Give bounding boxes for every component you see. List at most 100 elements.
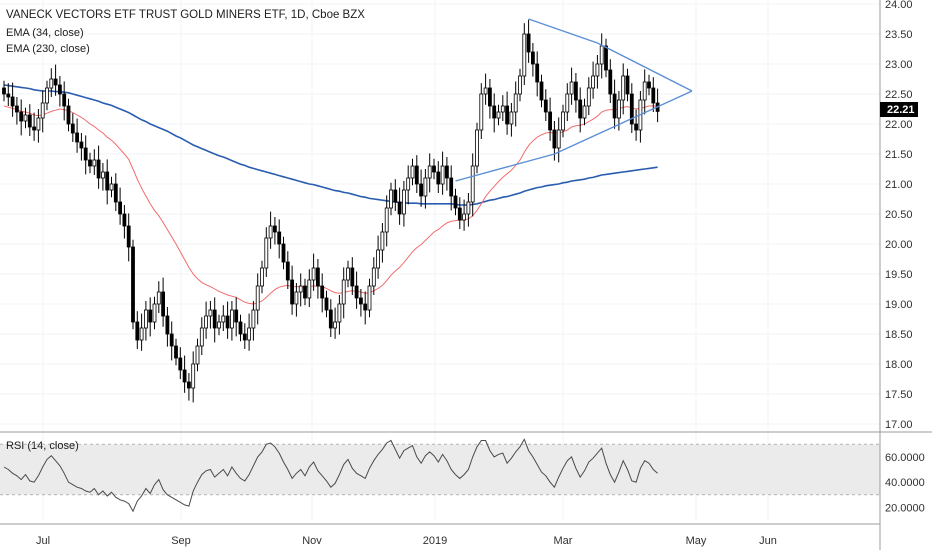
candle-body-up [513, 93, 518, 113]
candle [320, 273, 325, 313]
ema230-line [3, 84, 658, 206]
rsi-band [0, 444, 880, 495]
candle [565, 83, 570, 121]
candle-body-up [341, 279, 346, 305]
candle [371, 257, 376, 295]
candle [19, 99, 24, 136]
candle-body-down [629, 93, 634, 125]
candle-body-up [195, 345, 200, 365]
candle-body-down [225, 315, 230, 329]
candle-body-up [617, 99, 621, 119]
candle [621, 63, 626, 115]
candle [483, 73, 488, 105]
candle-body-up [384, 207, 389, 233]
candle-body-up [410, 165, 415, 179]
candle-body-down [79, 141, 84, 149]
candle [358, 289, 363, 317]
candle [414, 155, 419, 193]
candle-body-up [208, 309, 213, 317]
rsi-line [3, 438, 658, 513]
candle [634, 109, 638, 141]
candle-body-up [466, 201, 471, 215]
candle-body-up [307, 279, 312, 299]
candle [354, 271, 359, 309]
candle-body-down [186, 381, 191, 389]
candle-body-down [14, 105, 19, 113]
candle [470, 153, 475, 217]
candle-body-up [470, 165, 475, 203]
candle [384, 195, 389, 247]
candle [32, 112, 36, 141]
candle [208, 301, 213, 329]
candle [638, 91, 643, 143]
candle-body-up [621, 75, 626, 101]
candle [247, 313, 252, 351]
ema230-path [3, 84, 658, 206]
candle-body-up [483, 87, 488, 95]
candle [40, 90, 45, 133]
candle [574, 73, 578, 113]
candle-body-down [414, 165, 419, 185]
candle [608, 59, 613, 103]
candle-body-up [229, 309, 234, 329]
candle-body-down [32, 126, 36, 131]
candle [548, 97, 552, 141]
candle-body-down [574, 81, 578, 101]
y-tick-label: 22.00 [885, 119, 913, 131]
candle-body-up [221, 315, 226, 323]
candle [178, 347, 183, 379]
candle [272, 217, 277, 245]
candle [509, 103, 514, 137]
candle-body-up [143, 309, 148, 329]
candle-body-down [242, 333, 247, 341]
candle-body-up [389, 189, 393, 209]
candle [513, 81, 518, 127]
candle [397, 187, 402, 225]
candle-body-down [62, 93, 67, 107]
candle [75, 118, 79, 153]
candle-body-down [634, 123, 638, 131]
candle-body-up [423, 177, 428, 197]
candle-body-down [165, 315, 170, 335]
candle-body-up [251, 309, 256, 329]
rsi-legend: RSI (14, close) [6, 440, 79, 452]
candle [350, 257, 355, 295]
candle-body-up [255, 285, 260, 311]
candle-body-down [453, 195, 458, 209]
candle-body-down [58, 84, 62, 95]
rsi-path [3, 438, 658, 513]
candle-body-down [272, 225, 277, 233]
candle [647, 74, 651, 96]
candle-body-up [569, 81, 574, 95]
candle [457, 197, 462, 229]
triangle-lower-line [455, 90, 693, 182]
candle-body-down [70, 123, 75, 134]
candle-body-up [591, 75, 595, 89]
candle-body-up [333, 321, 338, 329]
candle [281, 236, 286, 270]
candle-body-down [358, 297, 363, 305]
candle-body-down [238, 321, 243, 335]
candle-body-down [105, 171, 110, 191]
candle-body-up [586, 87, 591, 107]
candle-body-down [444, 165, 449, 179]
candle [152, 296, 157, 330]
candle-body-down [182, 369, 187, 383]
candle-body-up [49, 78, 54, 89]
ema34-line [3, 105, 658, 305]
candle-body-down [169, 333, 174, 347]
candle [578, 87, 583, 133]
candle-body-down [178, 357, 183, 371]
candle [6, 83, 11, 106]
x-tick-label: Sep [171, 535, 191, 547]
candle-body-up [109, 183, 114, 191]
candle [466, 193, 471, 227]
candle-body-down [96, 159, 101, 179]
candle-body-down [363, 303, 368, 311]
candle [642, 69, 647, 115]
candle-body-down [578, 99, 583, 119]
y-tick-label: 19.50 [885, 269, 913, 281]
candles [2, 19, 660, 403]
candle [204, 301, 209, 339]
candle-body-down [212, 309, 217, 329]
